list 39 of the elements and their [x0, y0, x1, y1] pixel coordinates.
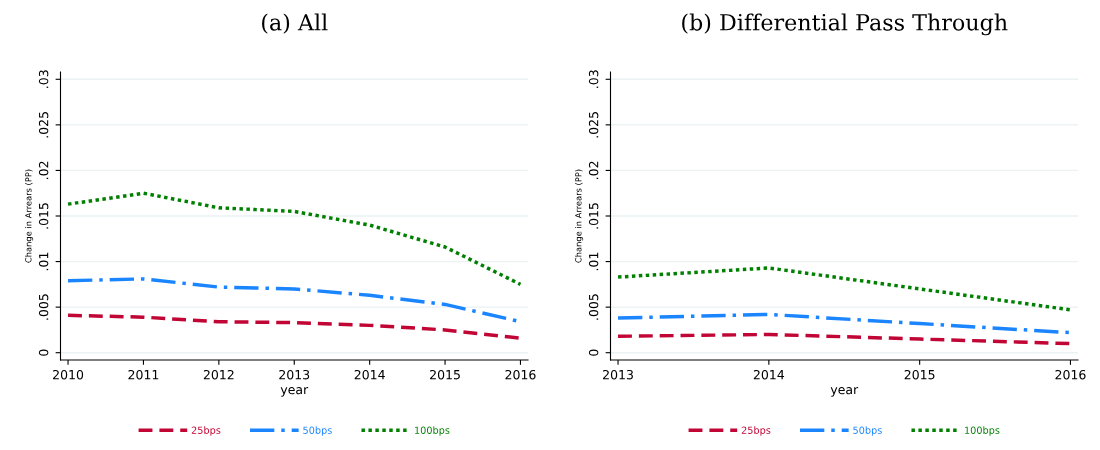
x-tick-label: 2015 — [430, 369, 460, 380]
x-tick-label: 2014 — [753, 369, 785, 380]
text: 25bps — [191, 426, 221, 436]
x-tick-label: 2016 — [505, 369, 536, 380]
x-tick-label: 2013 — [603, 369, 633, 380]
y-tick-label: .015 — [38, 203, 49, 229]
line-series — [616, 266, 1073, 312]
y-axis-title: Change in Arrears (PP) — [575, 169, 584, 263]
y-tick-label: .005 — [588, 294, 599, 320]
y-tick-label: .025 — [588, 112, 599, 138]
chart-title: (a) All — [262, 13, 328, 34]
x-tick-label: 2012 — [203, 369, 234, 380]
x-tick-label: 2011 — [128, 369, 159, 380]
y-tick-label: 0 — [38, 349, 49, 356]
y-tick-label: .025 — [38, 112, 49, 138]
text: 25bps — [741, 426, 771, 436]
line-series — [66, 191, 523, 287]
y-tick-label: .02 — [588, 161, 599, 180]
y-tick-label: .02 — [38, 161, 49, 180]
y-axis-title: Change in Arrears (PP) — [25, 169, 34, 263]
x-tick-label: 2016 — [1055, 369, 1086, 380]
text: 100bps — [415, 426, 450, 436]
text: 100bps — [965, 426, 1000, 436]
chart-title: (b) Differential Pass Through — [682, 13, 1008, 36]
y-tick-label: .005 — [38, 294, 49, 320]
text: 50bps — [853, 426, 882, 436]
x-axis-title: year — [830, 387, 859, 397]
x-axis-title: year — [280, 387, 309, 397]
x-tick-label: 2010 — [53, 369, 84, 380]
x-tick-label: 2013 — [279, 369, 310, 380]
x-tick-label: 2014 — [354, 369, 385, 380]
y-tick-label: .03 — [588, 70, 599, 88]
y-tick-label: .015 — [588, 203, 599, 229]
y-tick-label: .01 — [588, 252, 599, 271]
y-tick-label: 0 — [588, 349, 599, 356]
y-tick-label: .01 — [38, 252, 49, 271]
text: 50bps — [303, 426, 332, 436]
x-tick-label: 2015 — [904, 369, 935, 380]
y-tick-label: .03 — [38, 70, 49, 88]
